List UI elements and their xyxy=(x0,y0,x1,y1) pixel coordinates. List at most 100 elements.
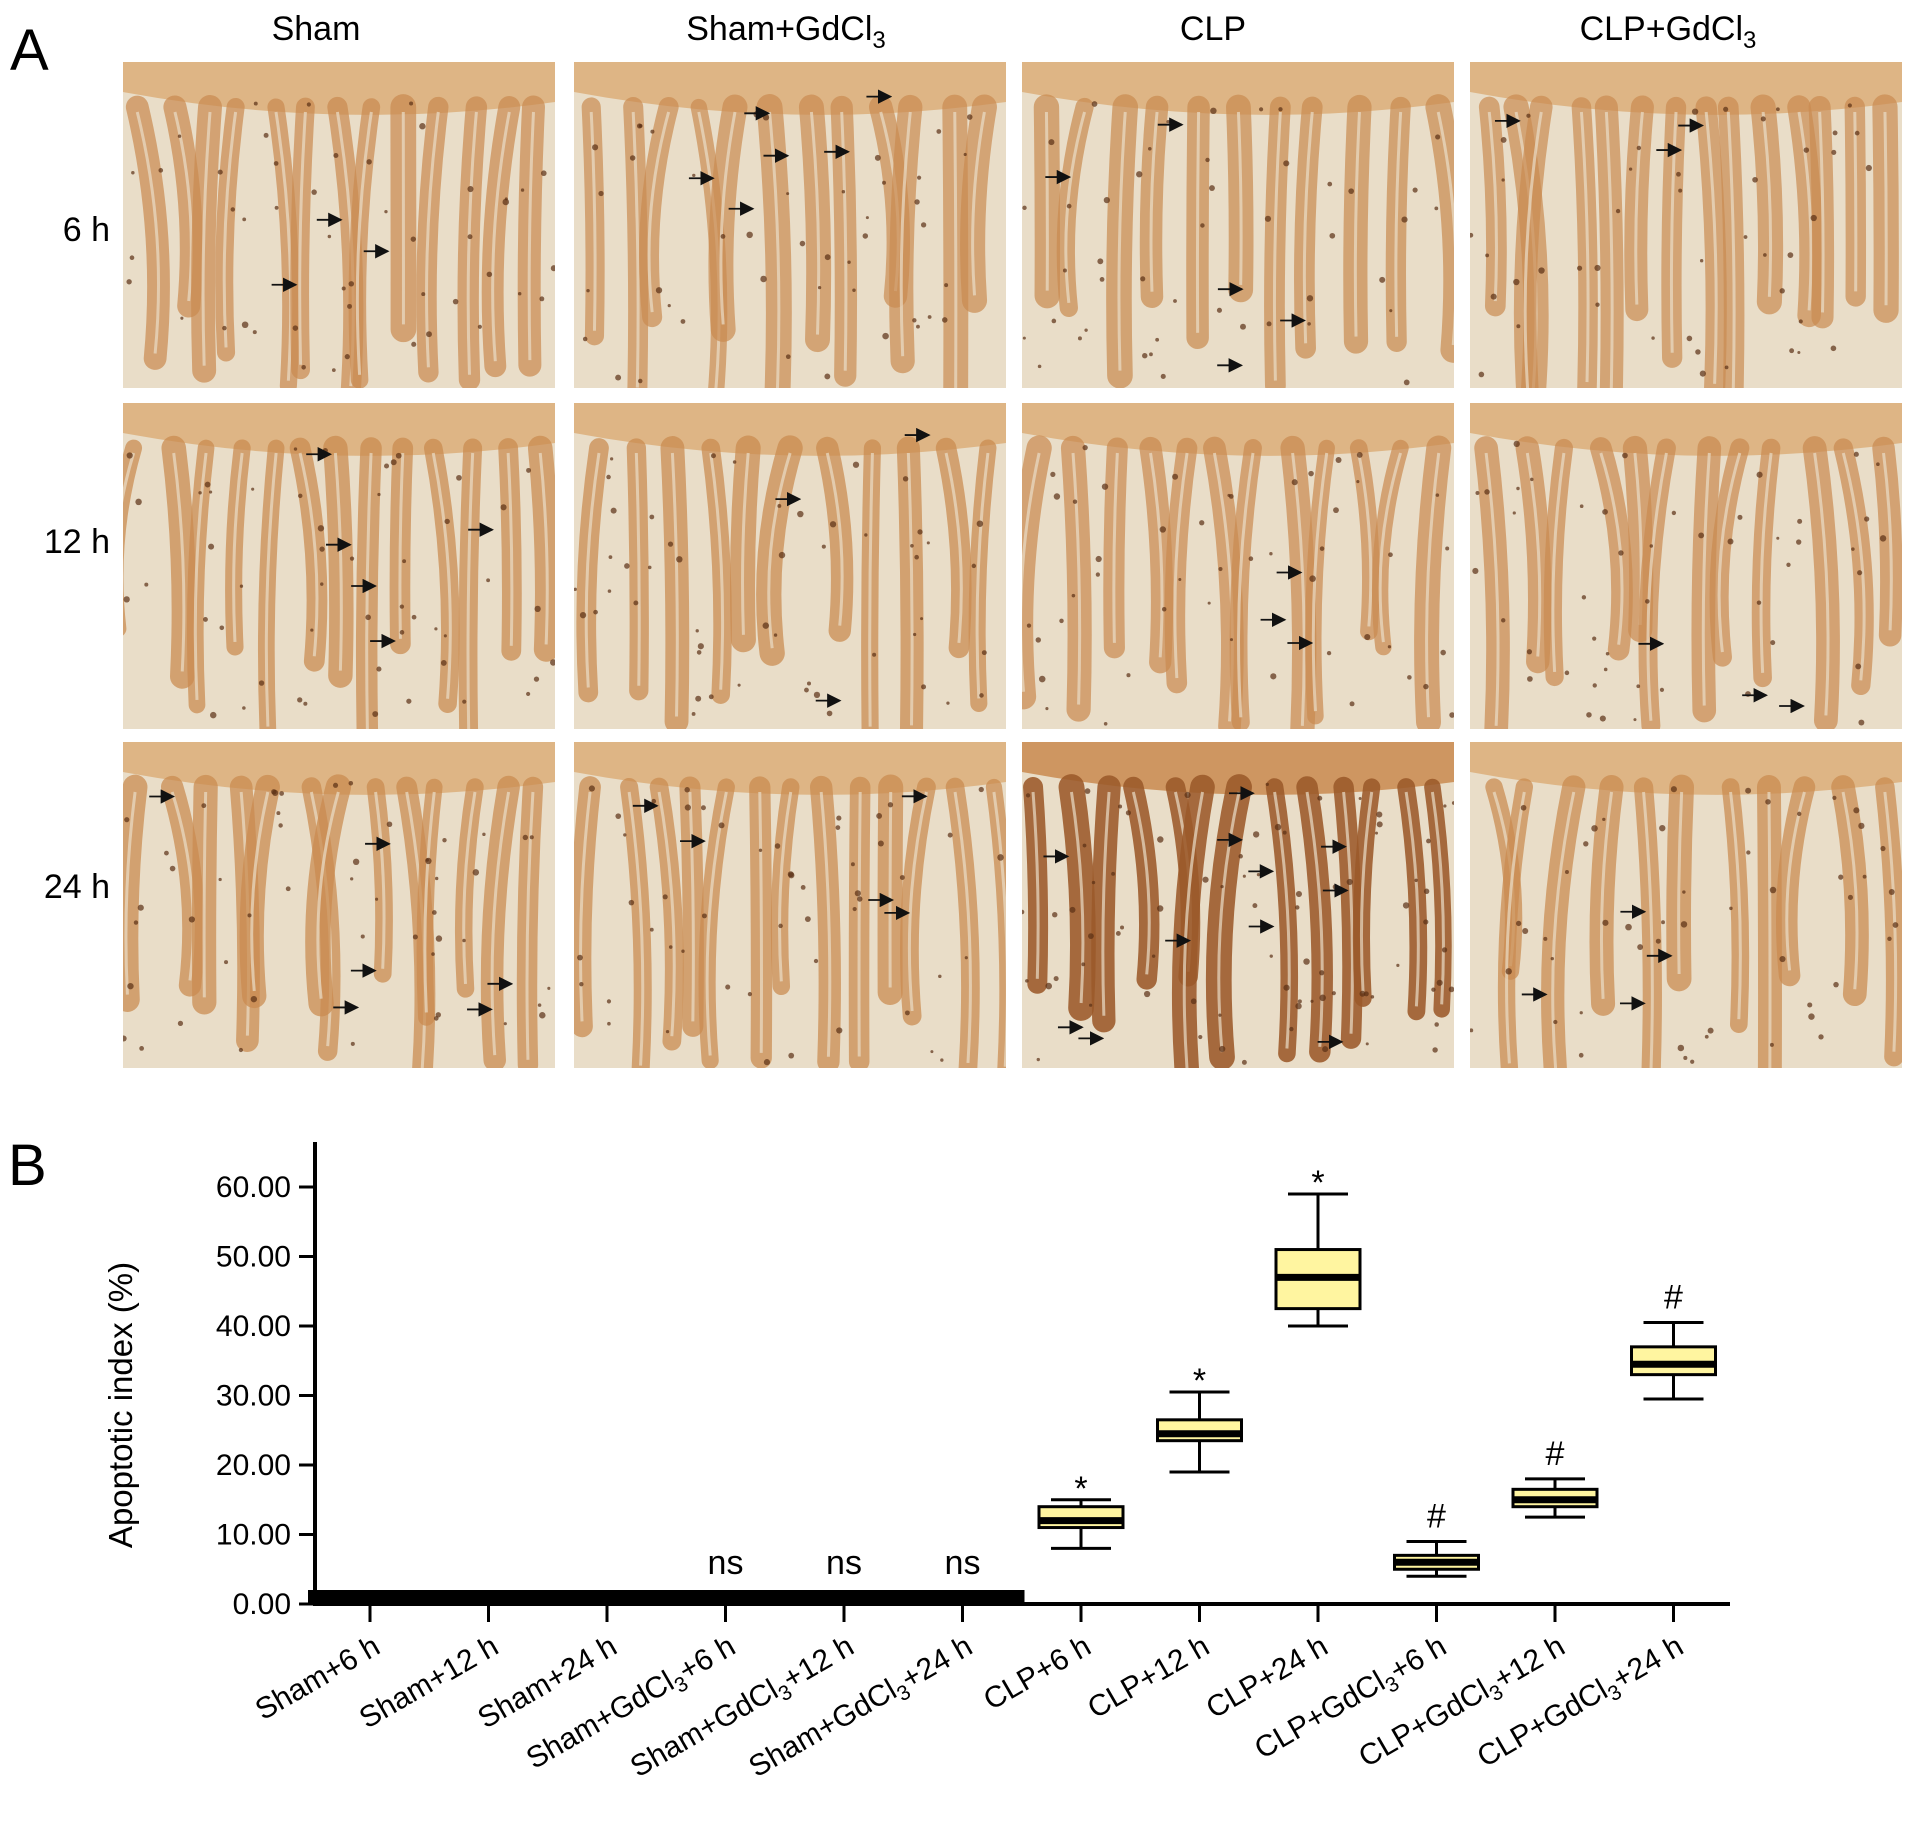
nucleus xyxy=(1095,572,1101,577)
nucleus xyxy=(1071,593,1076,598)
nucleus xyxy=(1359,990,1366,997)
nucleus xyxy=(1274,823,1282,831)
nucleus xyxy=(1671,510,1677,516)
nucleus xyxy=(263,132,269,138)
nucleus xyxy=(1423,919,1429,925)
nucleus xyxy=(1615,208,1621,214)
nucleus xyxy=(1155,337,1160,342)
nucleus xyxy=(813,958,819,964)
nucleus xyxy=(579,612,587,619)
box-2 xyxy=(545,1590,669,1604)
villus-lumen xyxy=(953,111,958,388)
nucleus xyxy=(1140,276,1146,282)
nucleus xyxy=(788,1052,795,1059)
nucleus xyxy=(1797,350,1801,355)
nucleus xyxy=(390,459,397,466)
nucleus xyxy=(638,378,643,384)
villus-lumen xyxy=(1311,452,1329,712)
nucleus xyxy=(520,188,525,192)
villus-lumen xyxy=(1173,452,1189,679)
box-3: ns xyxy=(663,1544,788,1604)
nucleus xyxy=(1242,874,1246,878)
nucleus xyxy=(386,821,393,828)
nucleus xyxy=(1853,451,1859,457)
nucleus xyxy=(1818,1034,1824,1040)
nucleus xyxy=(1126,673,1131,678)
nucleus xyxy=(649,514,655,520)
nucleus xyxy=(310,628,314,632)
nucleus xyxy=(979,693,984,698)
villus-lumen xyxy=(1841,791,1859,990)
nucleus xyxy=(399,630,405,635)
nucleus xyxy=(1151,954,1156,958)
nucleus xyxy=(158,168,164,173)
nucleus xyxy=(500,504,507,511)
nucleus xyxy=(322,448,328,454)
nucleus xyxy=(1218,1013,1222,1017)
nucleus xyxy=(402,559,407,564)
significance-label: ns xyxy=(945,1544,981,1582)
nucleus xyxy=(762,114,770,121)
villus-lumen xyxy=(298,111,307,365)
nucleus xyxy=(1838,874,1844,880)
nucleus xyxy=(701,913,707,919)
nucleus xyxy=(624,563,630,569)
nucleus xyxy=(139,1046,145,1051)
nucleus xyxy=(1847,103,1852,108)
nucleus xyxy=(126,452,133,459)
nucleus xyxy=(1591,825,1598,832)
nucleus xyxy=(1307,322,1311,326)
nucleus xyxy=(350,1041,355,1046)
nucleus xyxy=(1677,1044,1685,1052)
nucleus xyxy=(1297,999,1302,1004)
villus-lumen xyxy=(1378,452,1402,643)
nucleus xyxy=(1484,489,1490,495)
villus-lumen xyxy=(316,791,340,999)
nucleus xyxy=(426,331,432,338)
villus-lumen xyxy=(1069,791,1085,1004)
nucleus xyxy=(778,551,786,559)
nucleus xyxy=(1265,782,1269,787)
villus-lumen xyxy=(1149,452,1164,658)
nucleus xyxy=(456,474,462,481)
column-header-subscript: 3 xyxy=(1743,27,1756,54)
nucleus xyxy=(1516,486,1520,491)
nucleus xyxy=(760,275,767,283)
nucleus xyxy=(539,1011,546,1019)
nucleus xyxy=(412,934,418,940)
nucleus xyxy=(230,207,236,212)
nucleus xyxy=(668,945,673,949)
nucleus xyxy=(586,288,590,293)
nucleus xyxy=(517,291,522,296)
nucleus xyxy=(1426,838,1431,844)
nucleus xyxy=(1241,1059,1247,1065)
nucleus xyxy=(1295,890,1302,898)
villus-lumen xyxy=(250,791,270,992)
nucleus xyxy=(1327,181,1333,187)
nucleus xyxy=(847,260,851,264)
nucleus xyxy=(1583,841,1589,847)
micrograph-1-1 xyxy=(574,403,1006,729)
significance-label: * xyxy=(1193,1362,1206,1400)
nucleus xyxy=(1319,994,1326,1002)
x-tick-label-text: CLP+6 h xyxy=(978,1629,1096,1716)
nucleus xyxy=(1752,176,1758,183)
nucleus xyxy=(1449,712,1454,718)
nucleus xyxy=(1084,328,1088,332)
nucleus xyxy=(1142,353,1148,359)
nucleus xyxy=(700,805,706,811)
nucleus xyxy=(164,850,169,856)
box-10: # xyxy=(1511,1435,1599,1519)
nucleus xyxy=(607,1021,611,1026)
nucleus xyxy=(1210,107,1217,115)
nucleus xyxy=(1520,804,1527,811)
nucleus xyxy=(1807,1002,1813,1008)
column-header: CLP+GdCl3 xyxy=(1580,10,1757,54)
nucleus xyxy=(610,457,614,461)
villus-lumen xyxy=(274,111,293,381)
nucleus xyxy=(1769,1042,1774,1047)
nucleus xyxy=(1218,567,1223,572)
nucleus xyxy=(902,476,909,482)
nucleus xyxy=(1440,649,1446,656)
nucleus xyxy=(882,332,889,340)
